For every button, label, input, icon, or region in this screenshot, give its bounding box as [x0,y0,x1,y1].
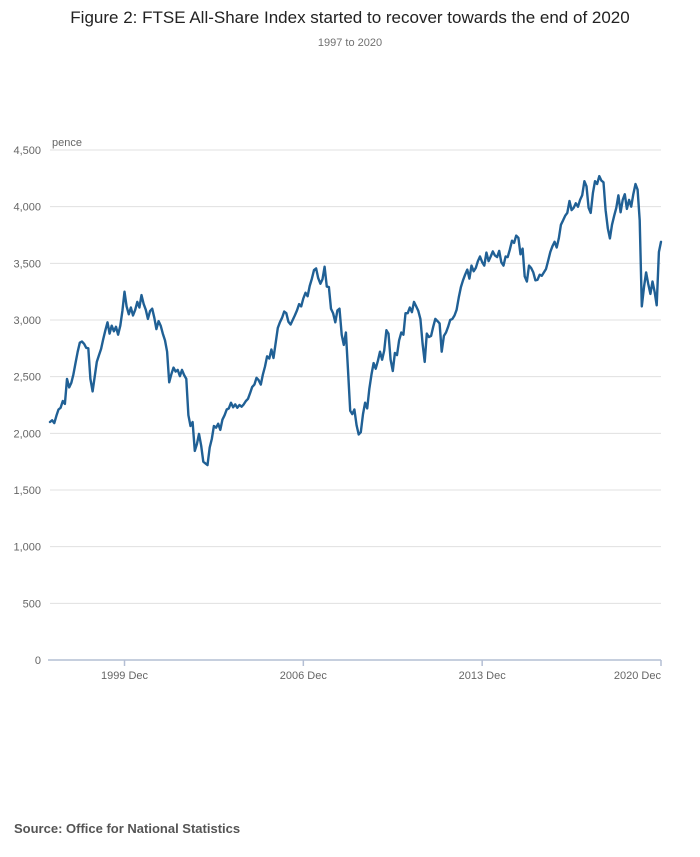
y-axis-tick-label: 1,000 [13,542,41,554]
x-axis-tick-label: 1999 Dec [101,670,149,682]
chart-subtitle: 1997 to 2020 [317,37,383,49]
x-axis-tick-label: 2006 Dec [280,670,328,682]
y-axis-tick-label: 4,000 [13,202,41,214]
y-axis-tick-label: 4,500 [13,145,41,157]
y-axis-tick-label: 500 [23,598,41,610]
ftse-all-share-series-line [48,174,663,467]
y-axis-tick-label: 2,500 [13,372,41,384]
x-axis-tick-label: 2013 Dec [459,670,507,682]
y-axis-tick-label: 2,000 [13,428,41,440]
y-axis-tick-label: 0 [35,655,41,667]
y-axis-tick-label: 3,500 [13,258,41,270]
y-axis-tick-label: 3,000 [13,315,41,327]
y-axis-tick-label: 1,500 [13,485,41,497]
ftse-line-chart: 0 500 1,000 1,500 2,000 2,500 3,000 3,500 4,000 4… [13,137,663,682]
source-attribution: Source: Office for National Statistics [14,821,241,836]
chart-title: Figure 2: FTSE All-Share Index started t… [70,8,630,27]
y-axis-unit-label: pence [52,137,82,149]
x-axis-tick-label: 2020 Dec [614,670,662,682]
